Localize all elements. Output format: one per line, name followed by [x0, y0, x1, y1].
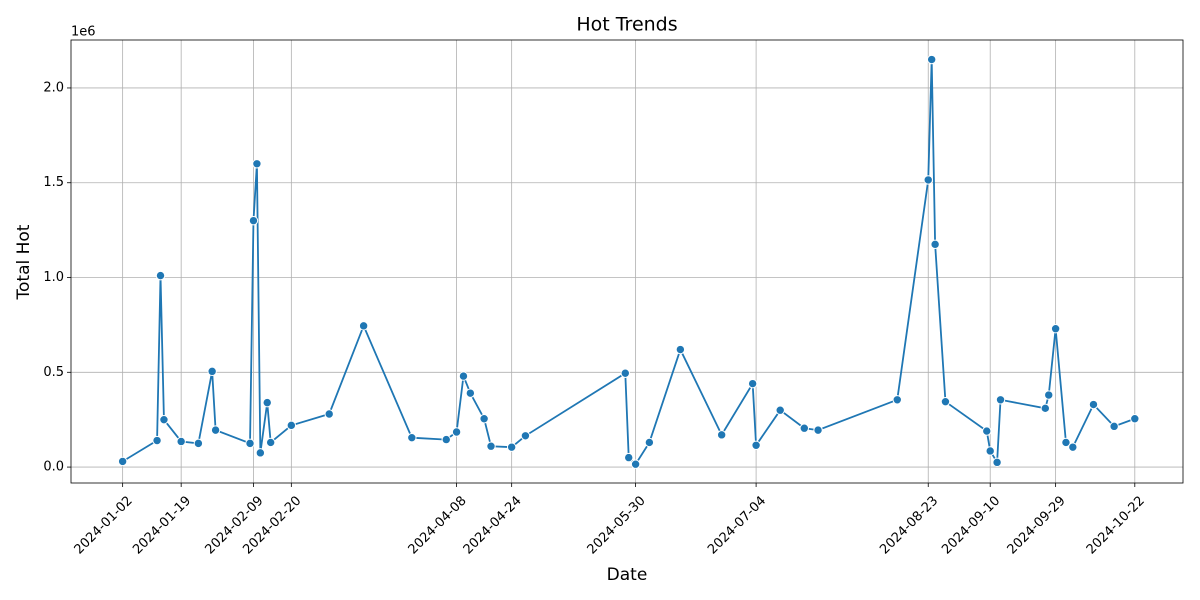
point: [992, 457, 1002, 468]
series-line: [122, 59, 1136, 466]
point: [624, 452, 634, 463]
y-tick-label: 2.0: [43, 80, 64, 95]
x-tick-label: 2024-05-30: [585, 493, 649, 557]
point: [644, 437, 655, 448]
point: [358, 321, 369, 331]
point: [255, 448, 266, 458]
point: [210, 425, 221, 435]
point: [1044, 390, 1054, 400]
point: [324, 409, 334, 419]
point: [620, 368, 630, 378]
point: [716, 430, 727, 440]
y-tick-label: 0.5: [43, 365, 64, 380]
point: [159, 414, 169, 425]
point: [486, 441, 496, 451]
point: [926, 54, 937, 65]
chart-title: Hot Trends: [576, 14, 677, 36]
x-tick-label: 2024-01-02: [72, 493, 136, 557]
y-tick-label: 1.5: [43, 175, 64, 190]
point: [940, 396, 951, 407]
y-tick-label: 0.0: [43, 460, 64, 475]
y-offset-label: 1e6: [71, 25, 96, 40]
point: [252, 159, 262, 169]
point: [1109, 421, 1119, 432]
point: [995, 395, 1006, 405]
point: [458, 371, 469, 381]
x-tick-label: 2024-04-08: [406, 493, 470, 557]
point: [245, 438, 255, 449]
point: [1040, 403, 1050, 414]
point: [930, 239, 940, 250]
x-tick-label: 2024-09-29: [1005, 493, 1069, 557]
x-tick-label: 2024-01-19: [130, 493, 194, 557]
point: [1061, 437, 1071, 448]
point: [892, 395, 902, 405]
point: [176, 436, 186, 447]
point: [479, 414, 489, 424]
x-tick-label: 2024-09-10: [939, 493, 1003, 557]
x-tick-label: 2024-04-24: [461, 493, 525, 557]
point: [193, 438, 204, 449]
x-tick-label: 2024-08-23: [877, 493, 941, 557]
point: [441, 434, 451, 445]
point: [407, 432, 417, 443]
point: [775, 405, 785, 415]
y-tick-label: 1.0: [43, 270, 64, 285]
point: [152, 435, 162, 446]
point: [506, 442, 517, 452]
point: [1088, 399, 1099, 410]
point: [248, 215, 259, 226]
x-tick-label: 2024-10-22: [1084, 493, 1148, 557]
point: [465, 388, 476, 398]
point: [1068, 442, 1078, 452]
point: [982, 426, 992, 436]
plot-frame: [70, 39, 1184, 484]
point: [1130, 414, 1140, 424]
point: [923, 175, 933, 185]
y-axis-label: Total Hot: [14, 224, 34, 300]
x-tick-label: 2024-07-04: [705, 493, 769, 557]
point: [286, 420, 297, 431]
point: [675, 344, 686, 355]
point: [630, 459, 641, 469]
point: [985, 446, 995, 456]
point: [747, 378, 758, 389]
point: [265, 437, 276, 448]
point: [799, 423, 810, 433]
point: [451, 427, 462, 437]
point: [751, 440, 761, 450]
point: [813, 425, 823, 435]
x-axis-label: Date: [607, 565, 648, 585]
point: [207, 366, 217, 377]
point: [155, 270, 166, 281]
point: [262, 397, 272, 408]
point: [520, 431, 531, 441]
point: [1050, 323, 1061, 334]
point: [117, 456, 128, 467]
